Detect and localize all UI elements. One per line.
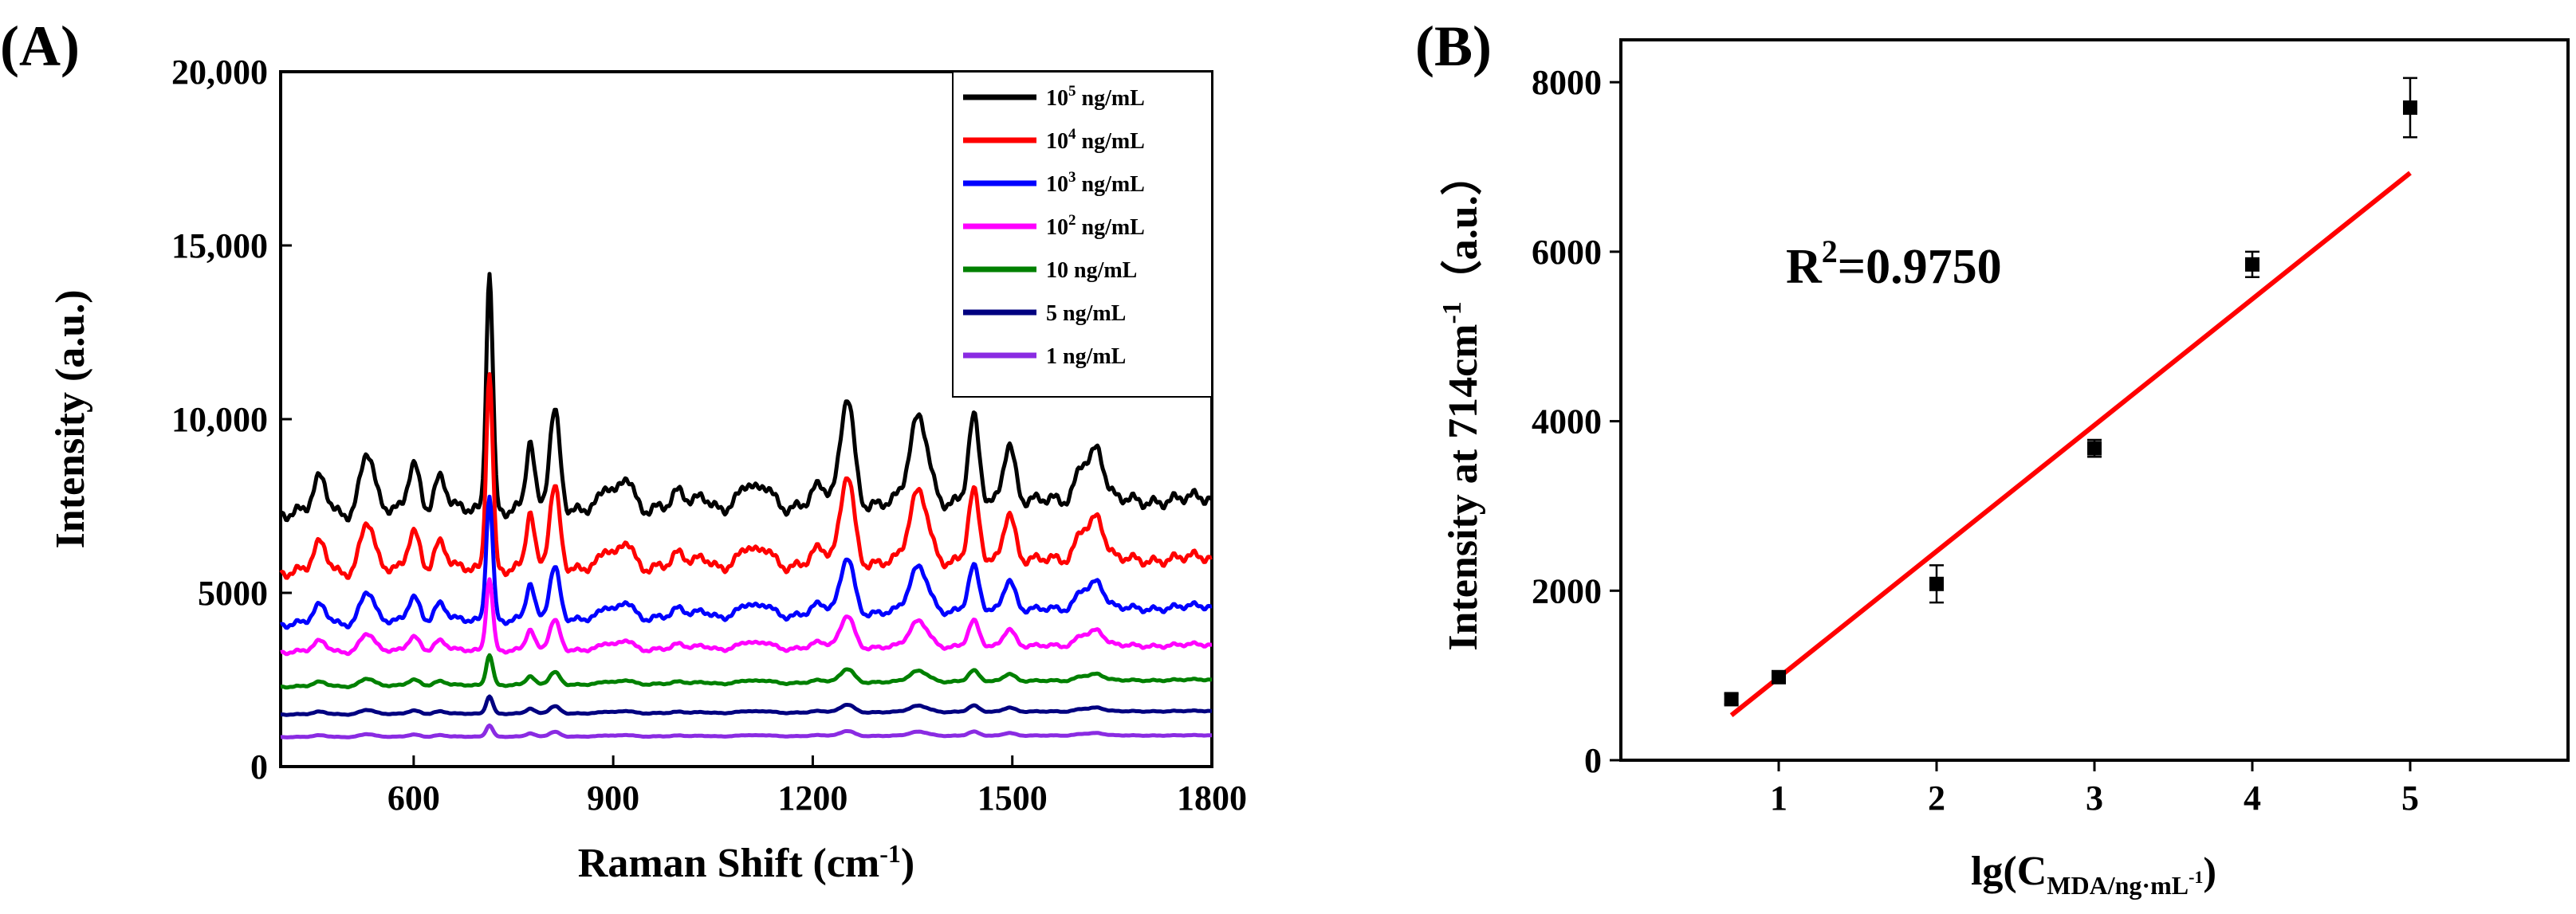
legend-entry: 5 ng/mL bbox=[1046, 301, 1126, 326]
y-tick-label: 20,000 bbox=[171, 53, 268, 92]
legend-entry: 10 ng/mL bbox=[1046, 258, 1137, 283]
data-point bbox=[1724, 692, 1739, 707]
x-tick-label: 1200 bbox=[777, 779, 848, 818]
point-marker bbox=[1929, 576, 1944, 591]
y-tick-label: 2000 bbox=[1532, 571, 1602, 610]
x-tick-label: 1800 bbox=[1177, 779, 1247, 818]
panel-a-y-ticks: 0 5000 10,000 15,000 20,000 bbox=[171, 53, 292, 787]
spectrum-line bbox=[279, 272, 1213, 523]
panel-b-y-ticks: 0 2000 4000 6000 8000 bbox=[1532, 63, 1621, 780]
x-tick-label: 4 bbox=[2244, 779, 2261, 818]
x-tick-label: 900 bbox=[587, 779, 639, 818]
data-point bbox=[2087, 438, 2102, 458]
spectrum-line bbox=[279, 372, 1213, 580]
data-point bbox=[1772, 669, 1786, 685]
x-tick-label: 2 bbox=[1928, 779, 1945, 818]
spectrum-line bbox=[279, 494, 1213, 630]
panel-b-label: (B) bbox=[1415, 14, 1492, 78]
legend-entry: 103 ng/mL bbox=[1046, 169, 1145, 197]
y-tick-label: 10,000 bbox=[171, 400, 268, 439]
point-marker bbox=[2403, 100, 2417, 116]
spectrum-line bbox=[280, 653, 1213, 690]
x-tick-label: 1 bbox=[1770, 779, 1787, 818]
panel-b-y-axis-title: Intensity at 714cm-1（a.u.） bbox=[1437, 154, 1486, 650]
r-squared-annotation: R2=0.9750 bbox=[1786, 233, 2002, 294]
panel-b: (B) 1 2 3 4 5 0 2000 4000 6000 8000 R2=0.9750 lg… bbox=[1415, 14, 2570, 900]
data-point bbox=[1929, 564, 1944, 604]
panel-a-x-axis-title: Raman Shift (cm-1) bbox=[578, 839, 914, 886]
panel-a-legend: 105 ng/mL 104 ng/mL 103 ng/mL 102 ng/mL 10 n… bbox=[952, 71, 1213, 398]
y-tick-label: 0 bbox=[1584, 741, 1602, 780]
spectrum-line bbox=[280, 577, 1213, 657]
y-tick-label: 0 bbox=[250, 747, 268, 787]
y-tick-label: 15,000 bbox=[171, 226, 268, 265]
point-marker bbox=[1724, 692, 1739, 707]
panel-a-series-lines bbox=[279, 272, 1213, 739]
x-tick-label: 1500 bbox=[977, 779, 1048, 818]
fit-line bbox=[1729, 171, 2412, 717]
x-tick-label: 3 bbox=[2086, 779, 2103, 818]
panel-a: (A) 600 900 1200 1500 1800 0 5000 10,000 15,000… bbox=[0, 14, 1247, 886]
legend-entry: 102 ng/mL bbox=[1046, 212, 1145, 240]
y-tick-label: 5000 bbox=[198, 574, 268, 613]
y-tick-label: 8000 bbox=[1532, 63, 1602, 102]
data-point bbox=[2403, 76, 2417, 139]
panel-b-x-ticks: 1 2 3 4 5 bbox=[1770, 760, 2419, 818]
point-marker bbox=[2087, 441, 2102, 456]
legend-entry: 105 ng/mL bbox=[1046, 83, 1145, 111]
point-marker bbox=[1772, 669, 1786, 685]
y-tick-label: 6000 bbox=[1532, 233, 1602, 272]
spectrum-line bbox=[280, 723, 1213, 739]
legend-entry: 104 ng/mL bbox=[1046, 126, 1145, 154]
spectrum-line bbox=[280, 694, 1213, 717]
panel-b-data-points bbox=[1724, 76, 2417, 707]
panel-a-x-ticks: 600 900 1200 1500 1800 bbox=[387, 755, 1247, 818]
x-tick-label: 600 bbox=[387, 779, 440, 818]
data-point bbox=[2245, 250, 2259, 279]
x-tick-label: 5 bbox=[2401, 779, 2419, 818]
legend-box bbox=[952, 71, 1213, 398]
y-tick-label: 4000 bbox=[1532, 402, 1602, 441]
panel-a-label: (A) bbox=[0, 14, 80, 78]
point-marker bbox=[2245, 257, 2259, 272]
legend-entry: 1 ng/mL bbox=[1046, 344, 1126, 369]
panel-a-y-axis-title: Intensity (a.u.) bbox=[48, 289, 93, 548]
panel-b-x-axis-title: lg(CMDA/ng·mL-1) bbox=[1971, 849, 2216, 900]
panel-b-plot-frame bbox=[1619, 38, 2570, 762]
